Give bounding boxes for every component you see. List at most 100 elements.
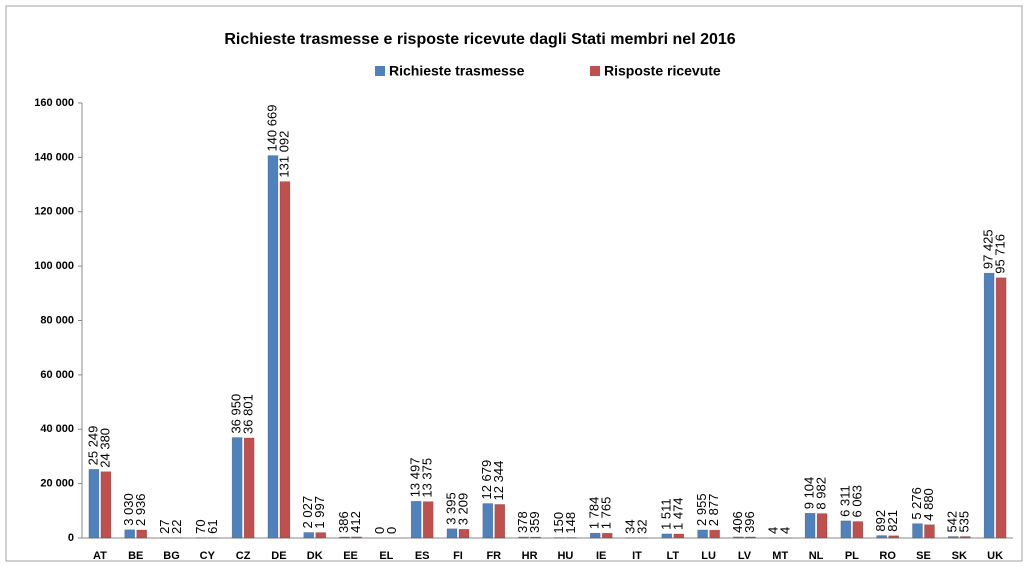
bar xyxy=(303,532,315,539)
y-tick-label: 80 000 xyxy=(40,314,74,326)
value-label: 0 xyxy=(384,527,399,534)
value-label: 36 950 xyxy=(229,394,244,434)
value-label: 535 xyxy=(957,511,972,533)
bar xyxy=(482,503,494,539)
value-label: 13 375 xyxy=(420,458,435,498)
value-label: 3 395 xyxy=(443,492,458,525)
value-label: 1 997 xyxy=(312,496,327,529)
bar xyxy=(339,536,350,539)
bar xyxy=(601,532,613,539)
x-tick-label: MT xyxy=(772,550,788,562)
x-tick-label: SE xyxy=(916,550,931,562)
y-tick-label: 0 xyxy=(68,532,74,544)
x-tick-label: FI xyxy=(453,550,463,562)
value-label: 95 716 xyxy=(993,234,1008,274)
value-label: 378 xyxy=(515,511,530,533)
value-label: 2 877 xyxy=(706,494,721,527)
value-label: 5 276 xyxy=(909,487,924,520)
x-tick-label: SK xyxy=(952,550,967,562)
value-label: 359 xyxy=(527,511,542,533)
bar xyxy=(888,535,899,539)
value-label: 1 511 xyxy=(658,498,673,530)
bar xyxy=(912,523,923,539)
x-tick-label: NL xyxy=(809,550,824,562)
x-tick-label: CY xyxy=(200,550,216,562)
value-label: 2 027 xyxy=(300,496,315,529)
y-tick-label: 140 000 xyxy=(34,151,74,163)
legend-label: Risposte ricevute xyxy=(604,63,721,79)
bar xyxy=(983,272,995,539)
x-tick-label: BE xyxy=(128,550,143,562)
value-label: 6 311 xyxy=(837,485,852,517)
value-label: 396 xyxy=(742,511,757,533)
x-tick-label: FR xyxy=(486,550,501,562)
bar xyxy=(673,533,685,539)
value-label: 70 xyxy=(193,519,208,533)
value-label: 0 xyxy=(372,527,387,534)
bar xyxy=(589,532,601,539)
x-tick-label: IT xyxy=(632,550,642,562)
value-label: 97 425 xyxy=(981,229,996,269)
bar xyxy=(697,529,708,539)
value-label: 150 xyxy=(551,512,566,534)
bar xyxy=(231,437,243,539)
value-label: 61 xyxy=(205,519,220,533)
value-label: 1 765 xyxy=(599,497,614,530)
bar xyxy=(733,536,744,539)
value-label: 13 497 xyxy=(408,458,423,498)
bar xyxy=(88,469,100,539)
x-tick-label: AT xyxy=(93,550,107,562)
bar xyxy=(876,535,887,539)
bar xyxy=(315,532,327,539)
y-tick-label: 100 000 xyxy=(34,260,74,272)
x-tick-label: DE xyxy=(271,550,286,562)
value-label: 821 xyxy=(885,510,900,532)
value-label: 412 xyxy=(348,511,363,533)
value-label: 1 784 xyxy=(587,497,602,530)
bar xyxy=(995,277,1007,539)
x-tick-label: HU xyxy=(557,550,573,562)
value-label: 386 xyxy=(336,511,351,533)
x-tick-label: BG xyxy=(163,550,180,562)
x-tick-label: CZ xyxy=(236,550,251,562)
x-tick-label: EE xyxy=(343,550,358,562)
value-label: 542 xyxy=(945,511,960,533)
value-label: 148 xyxy=(563,512,578,534)
bar xyxy=(852,521,864,539)
bar xyxy=(840,520,852,539)
value-label: 25 249 xyxy=(85,426,100,466)
y-tick-label: 60 000 xyxy=(40,369,74,381)
value-label: 12 679 xyxy=(479,460,494,500)
bar xyxy=(816,513,828,539)
y-tick-label: 20 000 xyxy=(40,478,74,490)
y-tick-label: 120 000 xyxy=(34,206,74,218)
value-label: 12 344 xyxy=(491,461,506,501)
bar xyxy=(745,536,756,539)
value-label: 27 xyxy=(157,519,172,533)
bar xyxy=(458,528,470,539)
legend-label: Richieste trasmesse xyxy=(389,63,525,79)
x-tick-label: DK xyxy=(307,550,323,562)
legend-swatch xyxy=(375,66,385,76)
bar xyxy=(124,529,136,539)
bar xyxy=(924,524,935,539)
x-tick-label: RO xyxy=(879,550,896,562)
value-label: 9 104 xyxy=(801,477,816,510)
x-tick-label: ES xyxy=(415,550,430,562)
bar xyxy=(422,501,434,539)
bar xyxy=(100,471,112,539)
y-tick-label: 160 000 xyxy=(34,97,74,109)
bar xyxy=(279,181,291,539)
value-label: 140 669 xyxy=(264,105,279,152)
bar xyxy=(494,504,506,539)
value-label: 3 209 xyxy=(455,493,470,526)
bar xyxy=(947,536,959,539)
x-tick-label: PL xyxy=(845,550,859,562)
bar xyxy=(243,437,255,539)
bar xyxy=(518,536,529,539)
bar xyxy=(804,512,816,539)
value-label: 34 xyxy=(622,519,637,533)
value-label: 4 xyxy=(778,527,793,534)
bar xyxy=(410,501,422,539)
